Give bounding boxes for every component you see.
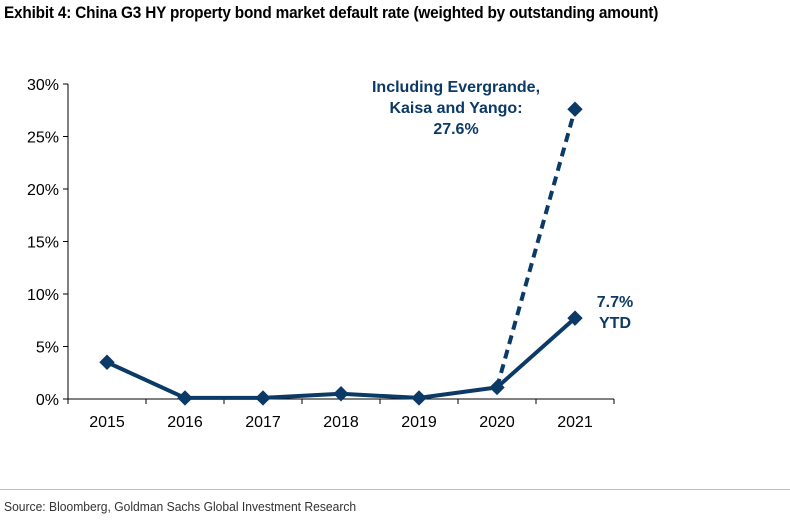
y-tick-label: 5% [36,340,59,357]
dashed-series-line [495,108,577,388]
annotation-line: 27.6% [433,121,478,138]
data-point-marker [411,390,427,406]
chart-series [99,101,583,406]
x-tick-label: 2020 [479,414,515,431]
data-point-marker [177,390,193,406]
annotation-line: YTD [599,315,631,332]
y-tick-label: 15% [27,235,59,252]
chart-axes: 0% 5% 10% 15% 20% 25% 30% 2015 2016 2017 2018 2019 2… [27,77,615,431]
annotation-line: Including Evergrande, [372,79,540,96]
chart-title: Exhibit 4: China G3 HY property bond mar… [4,4,659,22]
x-tick-label: 2016 [167,414,203,431]
data-point-marker [489,379,505,396]
y-tick-label: 10% [27,287,59,304]
x-tick-label: 2018 [323,414,359,431]
data-point-marker [255,390,271,406]
x-tick-label: 2015 [89,414,125,431]
annotation-ytd: 7.7% YTD [597,294,633,332]
x-tick-label: 2017 [245,414,281,431]
data-point-marker [333,386,349,402]
y-tick-label: 0% [36,392,59,409]
data-point-marker [567,310,583,326]
footer-divider [0,489,790,490]
chart-annotations: 7.7% YTD Including Evergrande, Kaisa and Ya… [372,79,633,332]
y-tick-label: 20% [27,182,59,199]
source-note: Source: Bloomberg, Goldman Sachs Global … [4,499,357,514]
annotation-line: Kaisa and Yango: [389,100,522,117]
data-point-marker [99,354,115,370]
data-point-marker [567,101,583,117]
y-tick-label: 25% [27,130,59,147]
x-tick-label: 2019 [401,414,437,431]
y-tick-label: 30% [27,77,59,94]
annotation-evergrande: Including Evergrande, Kaisa and Yango: 27.… [372,79,540,138]
annotation-line: 7.7% [597,294,633,311]
x-tick-label: 2021 [557,414,593,431]
